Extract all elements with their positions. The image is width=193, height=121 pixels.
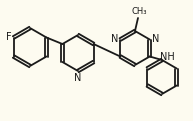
Text: NH: NH: [160, 52, 175, 62]
Text: N: N: [74, 73, 82, 83]
Text: N: N: [111, 34, 118, 45]
Text: F: F: [6, 31, 12, 42]
Text: CH₃: CH₃: [131, 7, 147, 16]
Text: N: N: [152, 34, 159, 45]
